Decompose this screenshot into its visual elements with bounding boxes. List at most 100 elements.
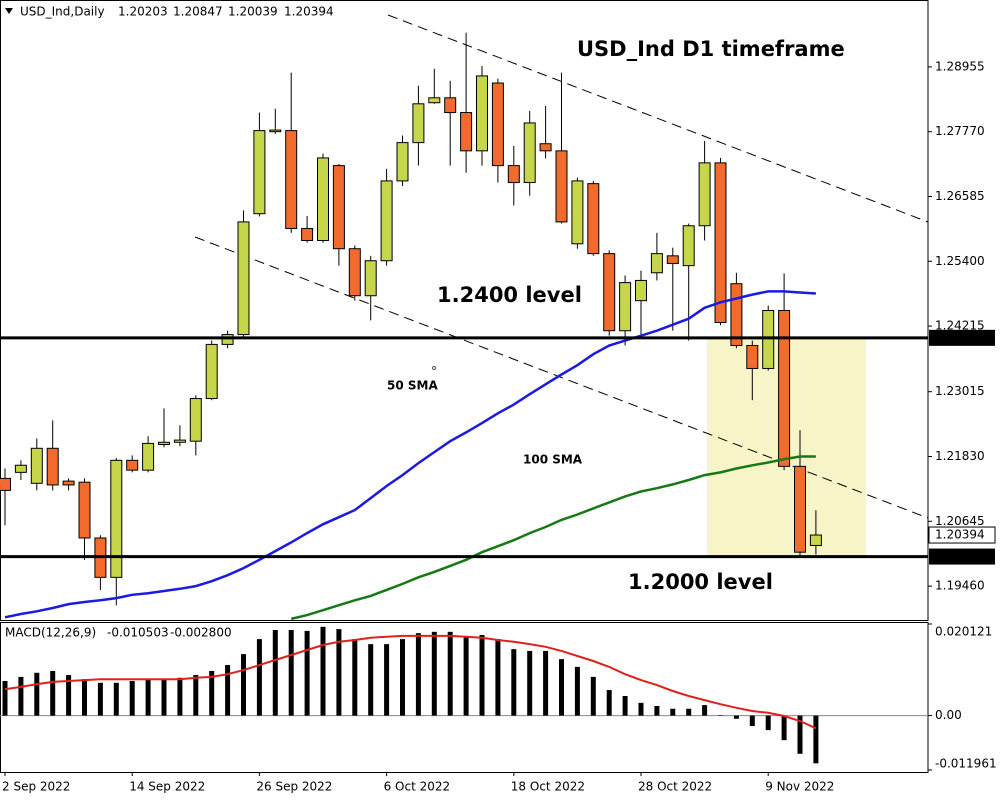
macd-bar (400, 639, 405, 716)
price-label: 1.20394 (935, 528, 985, 542)
candle-body (380, 180, 393, 262)
candle-body (301, 227, 314, 242)
candle-body (158, 441, 170, 445)
macd-bar (209, 670, 215, 716)
macd-main-value: -0.010503 (107, 626, 169, 640)
macd-bar (177, 677, 183, 716)
menu-arrow (5, 8, 13, 14)
sma-label: 50 SMA (387, 379, 438, 393)
candle-body (794, 465, 806, 553)
x-tick-label: 9 Nov 2022 (765, 780, 834, 794)
candle-body (205, 343, 218, 400)
candle-body (460, 112, 473, 152)
candle-body (523, 122, 536, 184)
macd-bar (368, 644, 374, 716)
candle-body (237, 221, 250, 336)
level-label: 1.20000 (935, 549, 985, 563)
candle-body (476, 75, 488, 152)
candle-body (428, 97, 441, 104)
macd-bar (495, 639, 501, 716)
x-tick-label: 2 Sep 2022 (2, 780, 70, 794)
candle-body (396, 142, 409, 182)
macd-signal-value: -0.002800 (170, 626, 232, 640)
x-tick-label: 14 Sep 2022 (129, 780, 205, 794)
candle-body (809, 534, 822, 546)
macd-bar (225, 665, 231, 716)
y-tick-label: 1.23015 (935, 384, 985, 398)
macd-title: MACD(12,26,9) (5, 626, 96, 640)
macd-bar (82, 679, 87, 716)
y-tick-label: 0.020121 (935, 625, 992, 639)
x-tick-label: 26 Sep 2022 (256, 780, 332, 794)
macd-bar (749, 715, 755, 727)
macd-bar (50, 670, 56, 716)
macd-bar (574, 666, 580, 716)
macd-bar (384, 644, 390, 716)
macd-bar (18, 676, 24, 716)
candle-body (142, 442, 155, 471)
macd-bar (66, 675, 72, 716)
sma-label: 100 SMA (523, 453, 583, 467)
y-tick-label: -0.011961 (935, 757, 997, 771)
candle-body (650, 253, 663, 274)
macd-bar (34, 672, 40, 716)
macd-bar (686, 708, 692, 716)
candle-body (571, 180, 584, 245)
candle-body (444, 97, 457, 114)
macd-bar (161, 679, 167, 716)
macd-bar (193, 675, 199, 716)
macd-bar (781, 715, 787, 741)
macd-panel-frame (0, 622, 929, 773)
candle-body (46, 447, 59, 486)
candle-body (269, 129, 282, 133)
y-tick-label: 1.21830 (935, 449, 985, 463)
sma-line (4, 290, 816, 619)
macd-bar (559, 659, 564, 716)
candle-body (253, 130, 266, 215)
macd-bar (129, 680, 135, 716)
candle-body (0, 477, 11, 491)
candle-body (635, 279, 647, 302)
macd-bar (352, 639, 358, 716)
candle-body (348, 248, 361, 297)
level-note: 1.2400 level (437, 283, 582, 307)
signal-line (4, 634, 817, 730)
level-note: 1.2000 level (628, 570, 773, 594)
candle-body (491, 82, 504, 167)
ohlc-open: 1.20203 (118, 5, 168, 19)
trend-line-lower (194, 236, 929, 519)
macd-bar (241, 654, 246, 716)
ohlc-close: 1.20394 (284, 5, 334, 19)
candle-body (78, 481, 91, 539)
candle-body (603, 253, 616, 332)
macd-bar (113, 682, 119, 716)
macd-bar (256, 639, 262, 716)
x-tick-label: 6 Oct 2022 (384, 780, 451, 794)
candle-body (14, 464, 27, 473)
macd-bar (670, 708, 676, 716)
marker-dot (432, 366, 436, 370)
candle-body (587, 183, 600, 255)
macd-bar (765, 715, 771, 731)
macd-bar (590, 676, 596, 716)
macd-bar (527, 650, 533, 716)
macd-bar (2, 680, 8, 716)
ohlc-low: 1.20039 (228, 5, 278, 19)
macd-bar (145, 679, 151, 716)
ohlc-high: 1.20847 (173, 5, 223, 19)
trend-line-upper (387, 14, 929, 223)
macd-bar (97, 682, 103, 716)
sma-line (290, 455, 816, 621)
candle-body (364, 260, 377, 297)
candle-body (221, 334, 234, 345)
price-box (928, 526, 996, 544)
y-tick-label: 1.24215 (935, 319, 985, 333)
macd-bar (797, 715, 803, 754)
y-tick-label: 1.27770 (935, 124, 985, 138)
candle-body (110, 459, 123, 578)
macd-bar (543, 650, 549, 716)
candle-body (507, 165, 520, 184)
macd-bar (654, 706, 660, 716)
level-box (929, 548, 995, 565)
